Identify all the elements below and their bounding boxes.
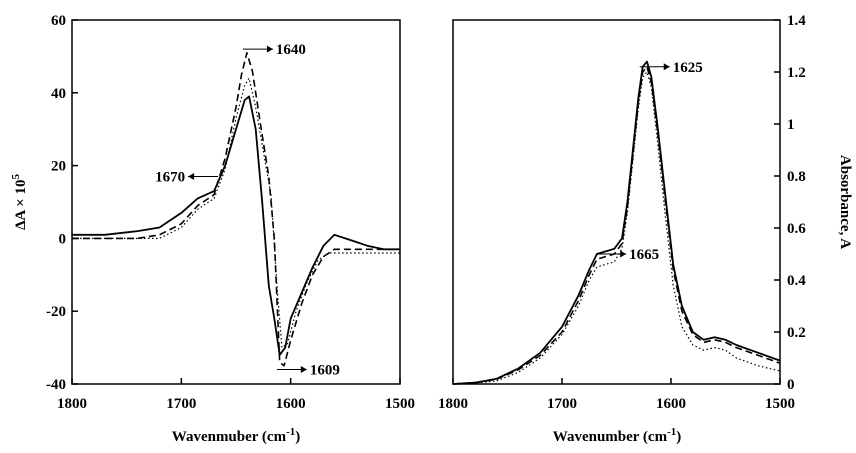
left-y-axis-label: ΔA × 105: [10, 174, 29, 230]
x-tick-label: 1500: [765, 396, 795, 412]
left-plot-frame: [71, 19, 401, 385]
right-plot-frame: [452, 19, 781, 385]
y-tick-label: 0.4: [787, 273, 806, 289]
y-tick-label: 1.2: [787, 65, 806, 81]
annotation-label: 1670: [155, 170, 185, 186]
left-x-ticks: 1800 1700 1600 1500: [57, 378, 415, 412]
y-tick-label: 0.8: [787, 169, 806, 185]
y-tick-label: 0.6: [787, 221, 806, 237]
annotation-1640: 1640: [242, 42, 306, 58]
right-chart: 0 0.2 0.4 0.6 0.8 1 1.2 1.4 1800 1700 1600 1500 16…: [438, 13, 853, 445]
y-tick-label: -20: [46, 304, 66, 320]
right-annotations: 1625 1665: [596, 60, 703, 263]
right-y-ticks: 0 0.2 0.4 0.6 0.8 1 1.2 1.4: [774, 13, 806, 393]
series-line-dashed: [452, 66, 781, 385]
left-x-axis-label: Wavenmuber (cm-1): [172, 426, 300, 445]
annotation-1609: 1609: [276, 362, 340, 378]
annotation-1670: 1670: [155, 170, 219, 186]
right-y-axis-label: Absorbance, A: [837, 155, 853, 249]
annotation-label: 1640: [276, 42, 306, 58]
right-x-axis-label: Wavenumber (cm-1): [553, 426, 681, 445]
series-line-dotted: [452, 71, 781, 385]
x-tick-label: 1600: [276, 396, 306, 412]
left-annotations: 1640 1670 1609: [155, 42, 340, 378]
right-series-group: [452, 60, 781, 385]
y-tick-label: 40: [51, 86, 66, 102]
right-x-ticks: 1800 1700 1600 1500: [438, 378, 795, 412]
y-tick-label: 1: [787, 117, 795, 133]
annotation-1665: 1665: [596, 247, 659, 263]
y-tick-label: 0: [59, 231, 67, 247]
annotation-label: 1609: [310, 362, 340, 378]
x-tick-label: 1600: [656, 396, 686, 412]
series-line-dotted: [72, 77, 400, 349]
y-tick-label: 1.4: [787, 13, 806, 29]
x-tick-label: 1800: [438, 396, 468, 412]
arrow-head-icon: [188, 173, 195, 181]
y-tick-label: 20: [51, 159, 66, 175]
x-tick-label: 1500: [385, 396, 415, 412]
arrow-head-icon: [663, 63, 670, 71]
y-tick-label: 60: [51, 13, 66, 29]
annotation-1625: 1625: [639, 60, 703, 76]
left-y-ticks: -40 -20 0 20 40 60: [46, 13, 78, 393]
series-line-dashed: [72, 52, 400, 367]
arrow-head-icon: [300, 365, 307, 373]
x-tick-label: 1800: [57, 396, 87, 412]
y-tick-label: 0: [787, 377, 795, 393]
x-tick-label: 1700: [547, 396, 577, 412]
arrow-head-icon: [266, 45, 273, 53]
x-tick-label: 1700: [166, 396, 196, 412]
arrow-head-icon: [620, 250, 627, 258]
annotation-label: 1625: [673, 60, 703, 76]
annotation-label: 1665: [629, 247, 659, 263]
y-tick-label: -40: [46, 377, 66, 393]
left-series-group: [72, 52, 400, 367]
series-line-solid: [72, 95, 400, 356]
series-line-solid: [452, 60, 781, 385]
y-tick-label: 0.2: [787, 325, 806, 341]
